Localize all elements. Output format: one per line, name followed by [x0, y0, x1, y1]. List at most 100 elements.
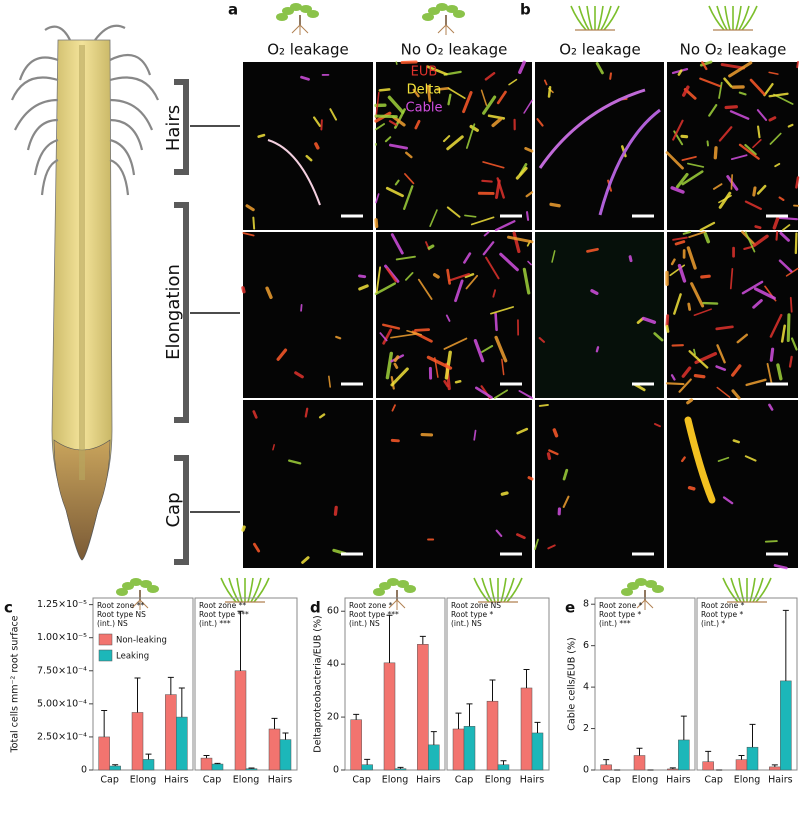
cell	[724, 105, 738, 110]
cell	[389, 143, 409, 150]
leaf	[446, 5, 458, 13]
root	[139, 599, 149, 609]
cell	[378, 88, 391, 92]
x-tick-label: Cap	[352, 775, 371, 786]
cell	[675, 172, 689, 189]
error-bar	[523, 668, 530, 688]
cell	[796, 61, 799, 69]
cable-icon	[253, 577, 270, 603]
bar	[200, 757, 213, 771]
annotation: Root type *	[451, 610, 494, 619]
cell	[358, 274, 367, 279]
panel-label: a	[228, 1, 238, 19]
zone-label: Elongation	[163, 264, 184, 360]
cell	[782, 224, 791, 231]
bar	[463, 726, 476, 771]
cable-icon	[749, 577, 756, 603]
leaf	[621, 588, 633, 596]
cell	[562, 495, 570, 508]
cell	[754, 287, 776, 300]
cell	[405, 151, 413, 159]
filament	[538, 88, 646, 169]
cell	[562, 468, 569, 481]
cell	[628, 255, 633, 263]
cell	[484, 72, 496, 81]
cell	[785, 267, 799, 277]
cell	[693, 374, 706, 379]
bar	[452, 728, 465, 771]
cell	[482, 161, 505, 169]
cell	[677, 69, 683, 76]
leaf	[147, 585, 159, 593]
cell	[790, 337, 798, 351]
leaf	[397, 580, 409, 588]
y-tick-label: 60	[327, 606, 339, 617]
bar	[633, 755, 646, 771]
cell	[375, 91, 380, 119]
cell	[729, 268, 734, 290]
error-bar	[145, 753, 152, 760]
cell	[756, 109, 768, 121]
leaf	[140, 580, 152, 588]
annotation: (int.) NS	[349, 619, 380, 628]
cell	[358, 284, 369, 291]
cell	[776, 363, 783, 381]
cell	[446, 206, 461, 218]
cell	[375, 193, 380, 204]
cell	[443, 380, 450, 388]
leaf	[422, 13, 434, 21]
cell	[744, 200, 762, 210]
annotation: Root zone **	[199, 601, 246, 610]
cell	[633, 383, 646, 392]
x-tick-label: Elong	[734, 775, 761, 786]
cell	[495, 529, 503, 537]
error-bar	[214, 762, 221, 765]
channel-label: Delta	[407, 83, 442, 98]
cell	[778, 216, 798, 221]
bar	[600, 764, 612, 771]
error-bar	[397, 766, 404, 769]
cell	[752, 234, 769, 248]
cell	[795, 176, 800, 189]
cell	[772, 214, 781, 230]
column-header: No O₂ leakage	[680, 41, 787, 59]
annotation: Root type ***	[199, 610, 249, 619]
micrograph	[535, 232, 664, 398]
cell	[681, 170, 704, 186]
cell	[549, 202, 561, 208]
cell	[693, 308, 712, 317]
cell	[681, 155, 697, 162]
error-bar	[112, 764, 119, 767]
cell	[426, 84, 432, 103]
x-tick-label: Hairs	[268, 775, 293, 786]
bar	[780, 680, 792, 771]
error-bar	[237, 610, 244, 671]
cell	[473, 339, 485, 363]
cell	[716, 386, 731, 398]
leaf	[307, 10, 319, 18]
cell	[464, 273, 475, 279]
cell	[333, 505, 338, 516]
x-tick-label: Hairs	[520, 775, 545, 786]
column-header: O₂ leakage	[559, 41, 641, 59]
cell	[494, 335, 508, 363]
micrograph	[376, 232, 532, 398]
cell	[328, 375, 331, 388]
cell	[731, 364, 742, 377]
cell	[686, 398, 694, 405]
cell	[480, 89, 488, 106]
error-bar	[489, 679, 496, 702]
column-header: No O₂ leakage	[401, 41, 508, 59]
leaf	[453, 10, 465, 18]
cell	[265, 286, 273, 300]
leaf	[387, 578, 399, 586]
bar	[268, 728, 281, 771]
cell	[524, 147, 534, 153]
cell	[525, 191, 534, 198]
cell	[703, 232, 711, 244]
cell	[385, 351, 394, 380]
bar	[361, 764, 373, 771]
cell	[385, 186, 404, 198]
cable-icon	[741, 5, 758, 31]
bar	[234, 670, 247, 771]
